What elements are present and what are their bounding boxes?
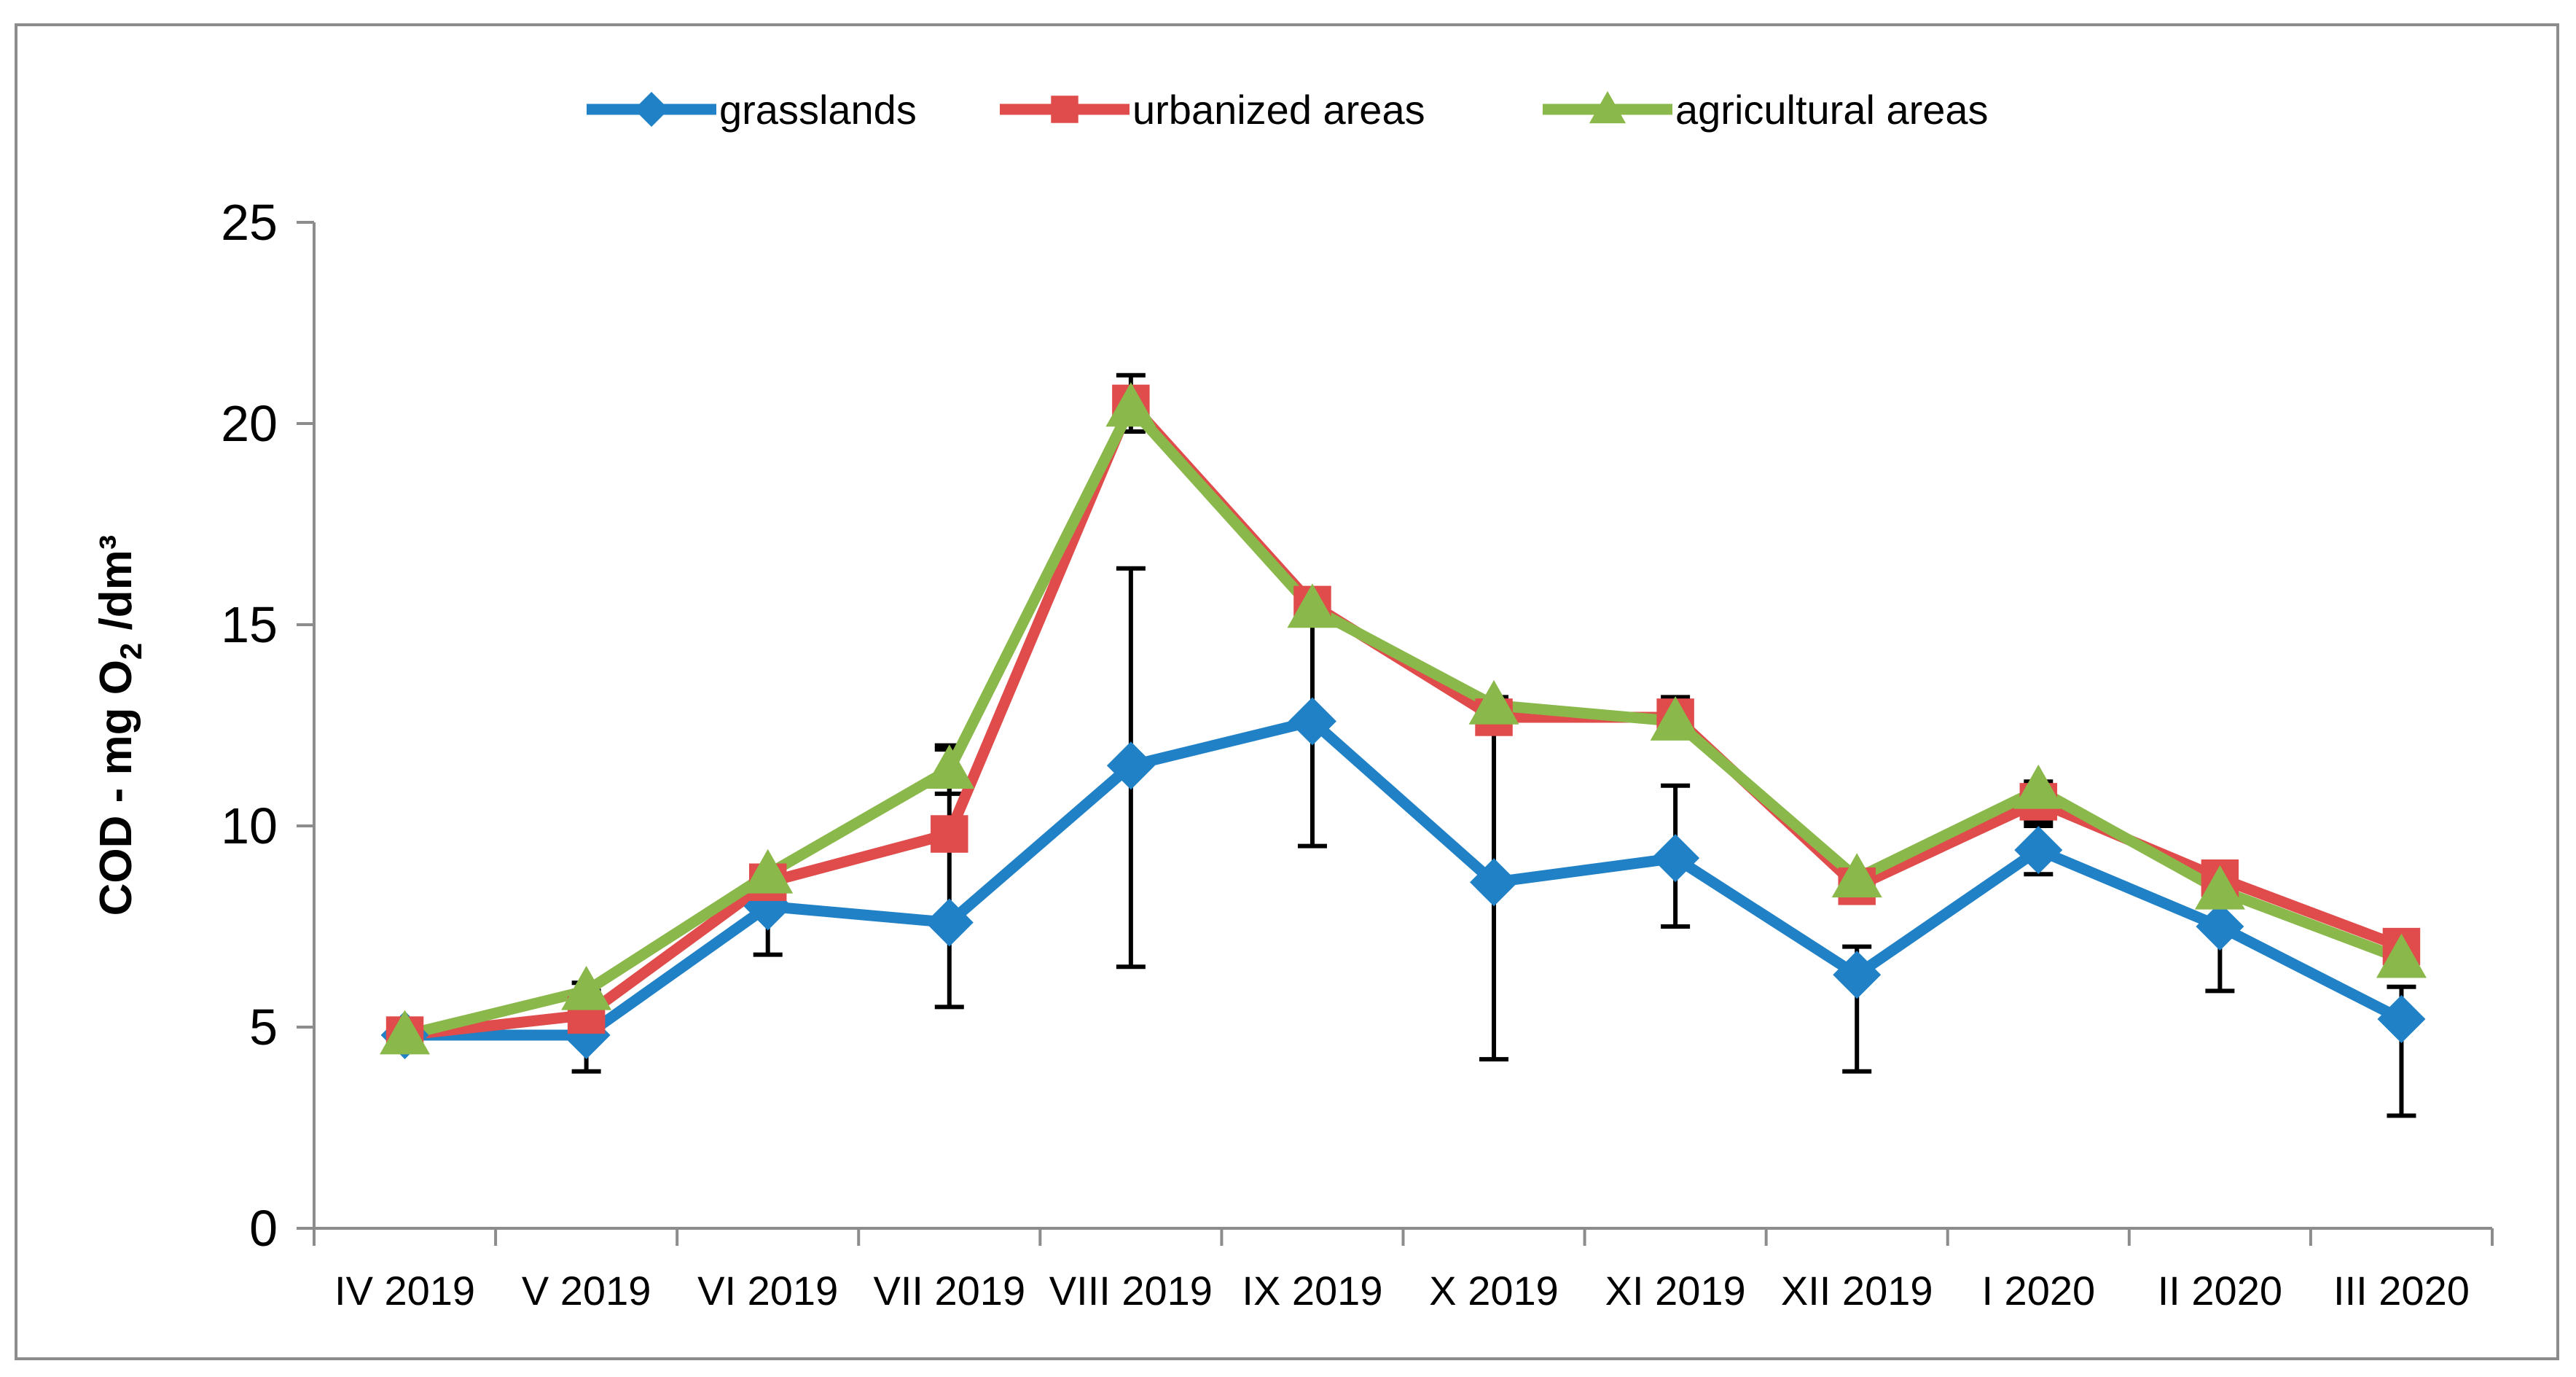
x-tick-label: IX 2019 bbox=[1242, 1268, 1382, 1314]
y-tick-label: 5 bbox=[249, 999, 278, 1056]
legend-marker-urbanized-areas bbox=[1051, 95, 1078, 123]
x-tick-label: XII 2019 bbox=[1781, 1268, 1933, 1314]
data-point-grasslands bbox=[1833, 951, 1882, 999]
x-tick-label: VIII 2019 bbox=[1049, 1268, 1213, 1314]
chart-border bbox=[15, 23, 2559, 1360]
x-tick-label: I 2020 bbox=[1981, 1268, 2095, 1314]
x-tick-label: V 2019 bbox=[522, 1268, 651, 1314]
data-point-grasslands bbox=[1106, 741, 1155, 790]
data-point-agricultural-areas bbox=[1831, 853, 1882, 898]
legend-marker-agricultural-areas bbox=[1589, 90, 1626, 124]
data-point-grasslands bbox=[2196, 902, 2244, 951]
x-tick-label: II 2020 bbox=[2158, 1268, 2282, 1314]
legend-marker-grasslands bbox=[634, 92, 669, 127]
data-point-agricultural-areas bbox=[1287, 583, 1338, 628]
series-line-agricultural-areas bbox=[403, 402, 2404, 1041]
data-point-agricultural-areas bbox=[1650, 695, 1701, 741]
legend-label-urbanized-areas: urbanized areas bbox=[1132, 87, 1425, 133]
y-tick-labels: 0 5 10 15 20 25 bbox=[221, 194, 278, 1257]
data-point-grasslands bbox=[925, 898, 974, 947]
y-axis-label-subscript: 2 bbox=[114, 643, 148, 660]
data-point-agricultural-areas bbox=[2376, 933, 2427, 978]
x-tick-labels: IV 2019 V 2019 VI 2019 VII 2019 VIII 2019 IX … bbox=[334, 1268, 2470, 1314]
data-point-agricultural-areas bbox=[1105, 382, 1156, 427]
data-point-agricultural-areas bbox=[924, 744, 975, 789]
data-point-agricultural-areas bbox=[561, 965, 612, 1010]
y-tick-label: 15 bbox=[221, 596, 278, 653]
data-point-urbanized-areas bbox=[931, 815, 968, 853]
y-axis-label: COD - mg O2 /dm³ bbox=[91, 535, 148, 916]
data-point-grasslands bbox=[1470, 858, 1519, 907]
legend-label-grasslands: grasslands bbox=[719, 87, 917, 133]
y-tick-label: 20 bbox=[221, 395, 278, 452]
legend: grasslands urbanized areas agricultural ar… bbox=[587, 87, 1989, 133]
data-point-agricultural-areas bbox=[743, 849, 794, 894]
x-tick-label: VI 2019 bbox=[697, 1268, 838, 1314]
series-line-grasslands bbox=[404, 715, 2404, 1041]
y-axis-label-tail: /dm³ bbox=[91, 535, 141, 643]
legend-label-agricultural-areas: agricultural areas bbox=[1675, 87, 1989, 133]
x-tick-label: VII 2019 bbox=[873, 1268, 1025, 1314]
data-point-agricultural-areas bbox=[2013, 764, 2064, 809]
x-tick-label: XI 2019 bbox=[1605, 1268, 1746, 1314]
y-tick-label: 25 bbox=[221, 194, 278, 251]
y-tick-label: 0 bbox=[249, 1200, 278, 1257]
series-lines bbox=[403, 397, 2404, 1041]
y-axis-label-main: COD - mg O bbox=[91, 660, 141, 916]
data-point-agricultural-areas bbox=[1468, 679, 1519, 725]
data-point-grasslands bbox=[2377, 994, 2426, 1043]
y-tick-label: 10 bbox=[221, 797, 278, 854]
data-point-grasslands bbox=[1288, 697, 1336, 746]
x-tick-label: III 2020 bbox=[2333, 1268, 2470, 1314]
data-point-agricultural-areas bbox=[380, 1010, 431, 1055]
series-markers bbox=[380, 382, 2427, 1060]
data-point-grasslands bbox=[1651, 834, 1700, 883]
x-tick-label: X 2019 bbox=[1429, 1268, 1559, 1314]
x-tick-label: IV 2019 bbox=[334, 1268, 475, 1314]
axes bbox=[297, 221, 2494, 1246]
data-point-grasslands bbox=[2014, 826, 2063, 875]
data-point-agricultural-areas bbox=[2194, 865, 2245, 910]
